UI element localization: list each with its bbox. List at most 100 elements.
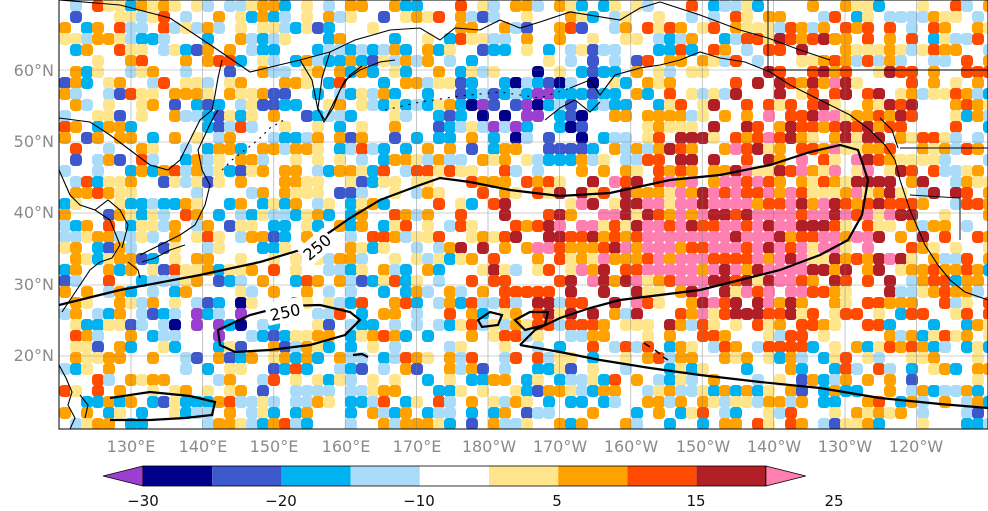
anomaly-cell — [873, 132, 885, 144]
anomaly-cell — [796, 264, 808, 276]
anomaly-cell — [719, 0, 731, 12]
anomaly-cell — [818, 253, 830, 265]
anomaly-cell — [532, 0, 544, 12]
anomaly-cell — [642, 143, 654, 155]
anomaly-cell — [532, 374, 544, 386]
anomaly-cell — [81, 407, 93, 419]
anomaly-cell — [708, 231, 720, 243]
anomaly-cell — [675, 407, 687, 419]
anomaly-cell — [873, 418, 885, 429]
anomaly-cell — [708, 209, 720, 221]
anomaly-cell — [631, 209, 643, 221]
anomaly-cell — [213, 11, 225, 23]
anomaly-cell — [972, 341, 984, 353]
anomaly-cell — [510, 77, 522, 89]
anomaly-cell — [983, 253, 988, 265]
anomaly-cell — [290, 187, 302, 199]
anomaly-cell — [609, 55, 621, 67]
anomaly-cell — [191, 165, 203, 177]
anomaly-cell — [279, 418, 291, 429]
anomaly-cell — [389, 121, 401, 133]
anomaly-cell — [719, 242, 731, 254]
anomaly-cell — [81, 297, 93, 309]
anomaly-cell — [818, 77, 830, 89]
anomaly-cell — [70, 253, 82, 265]
anomaly-cell — [301, 143, 313, 155]
anomaly-cell — [136, 55, 148, 67]
anomaly-cell — [829, 187, 841, 199]
anomaly-cell — [895, 341, 907, 353]
anomaly-cell — [642, 385, 654, 397]
anomaly-cell — [741, 264, 753, 276]
anomaly-cell — [422, 187, 434, 199]
anomaly-cell — [202, 55, 214, 67]
anomaly-cell — [818, 418, 830, 429]
anomaly-cell — [664, 275, 676, 287]
anomaly-cell — [59, 132, 71, 144]
anomaly-cell — [840, 77, 852, 89]
anomaly-cell — [686, 220, 698, 232]
anomaly-cell — [378, 88, 390, 100]
anomaly-cell — [873, 176, 885, 188]
anomaly-cell — [345, 209, 357, 221]
anomaly-cell — [818, 330, 830, 342]
anomaly-cell — [356, 275, 368, 287]
anomaly-cell — [818, 209, 830, 221]
anomaly-cell — [829, 275, 841, 287]
anomaly-cell — [785, 363, 797, 375]
anomaly-cell — [433, 418, 445, 429]
anomaly-cell — [697, 55, 709, 67]
anomaly-cell — [620, 319, 632, 331]
anomaly-cell — [598, 44, 610, 56]
anomaly-cell — [103, 308, 115, 320]
anomaly-cell — [345, 132, 357, 144]
anomaly-cell — [829, 176, 841, 188]
anomaly-cell — [466, 77, 478, 89]
anomaly-cell — [873, 407, 885, 419]
anomaly-cell — [257, 0, 269, 12]
anomaly-cell — [389, 88, 401, 100]
anomaly-cell — [235, 0, 247, 12]
anomaly-cell — [444, 396, 456, 408]
anomaly-cell — [972, 110, 984, 122]
anomaly-cell — [796, 341, 808, 353]
anomaly-cell — [884, 330, 896, 342]
anomaly-cell — [631, 297, 643, 309]
anomaly-cell — [158, 44, 170, 56]
colorbar-extend-max — [765, 465, 806, 487]
anomaly-cell — [499, 286, 511, 298]
anomaly-cell — [609, 209, 621, 221]
anomaly-cell — [609, 341, 621, 353]
anomaly-cell — [763, 330, 775, 342]
anomaly-cell — [345, 165, 357, 177]
anomaly-cell — [950, 88, 962, 100]
anomaly-cell — [147, 308, 159, 320]
anomaly-cell — [642, 220, 654, 232]
anomaly-cell — [763, 396, 775, 408]
anomaly-cell — [741, 209, 753, 221]
anomaly-cell — [455, 297, 467, 309]
anomaly-cell — [961, 407, 973, 419]
anomaly-cell — [829, 231, 841, 243]
anomaly-cell — [290, 374, 302, 386]
anomaly-cell — [444, 165, 456, 177]
anomaly-cell — [895, 132, 907, 144]
anomaly-cell — [400, 209, 412, 221]
anomaly-cell — [576, 374, 588, 386]
anomaly-cell — [543, 231, 555, 243]
anomaly-cell — [103, 121, 115, 133]
anomaly-cell — [323, 374, 335, 386]
anomaly-cell — [191, 209, 203, 221]
lon-label-170w: 170°W — [532, 437, 588, 456]
anomaly-cell — [730, 176, 742, 188]
anomaly-cell — [774, 66, 786, 78]
anomaly-cell — [356, 187, 368, 199]
anomaly-cell — [752, 176, 764, 188]
anomaly-cell — [664, 209, 676, 221]
anomaly-cell — [411, 275, 423, 287]
lon-label-130e: 130°E — [106, 437, 156, 456]
anomaly-cell — [631, 176, 643, 188]
anomaly-cell — [653, 110, 665, 122]
anomaly-cell — [884, 220, 896, 232]
anomaly-cell — [147, 143, 159, 155]
